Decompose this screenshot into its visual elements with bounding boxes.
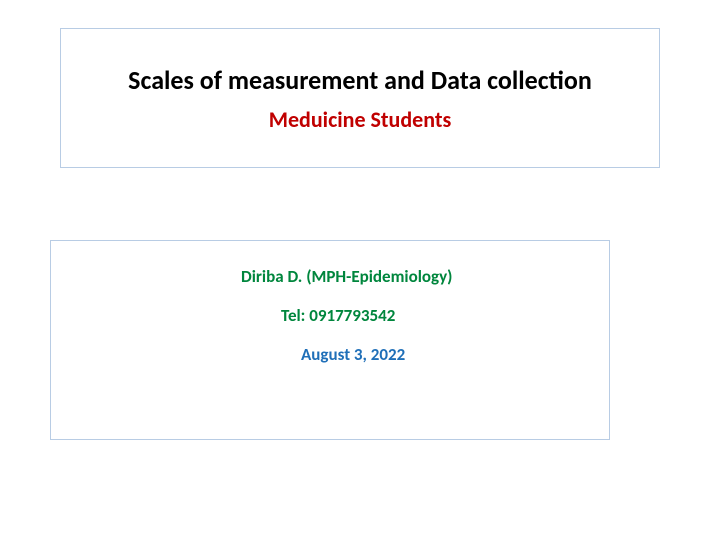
date: August 3, 2022: [301, 344, 579, 365]
main-title: Scales of measurement and Data collectio…: [128, 64, 592, 96]
telephone: Tel: 0917793542: [281, 305, 579, 326]
title-container: Scales of measurement and Data collectio…: [60, 28, 660, 168]
author-name: Diriba D. (MPH-Epidemiology): [241, 266, 579, 287]
info-container: Diriba D. (MPH-Epidemiology) Tel: 091779…: [50, 240, 610, 440]
subtitle: Meduicine Students: [269, 106, 452, 133]
